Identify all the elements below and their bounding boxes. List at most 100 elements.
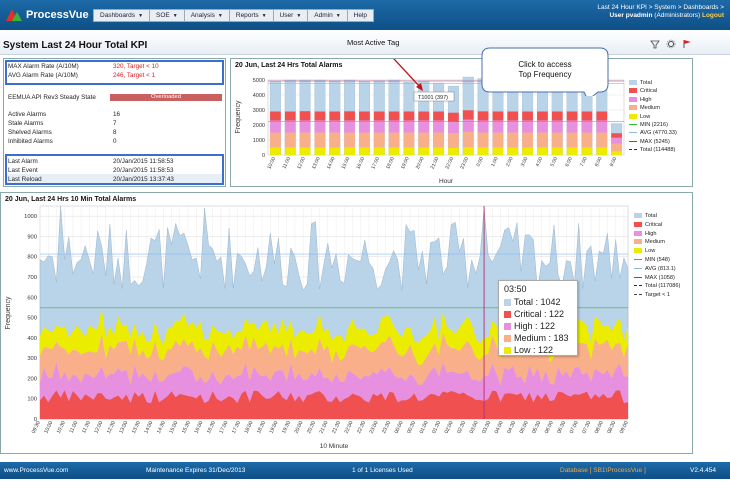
legend-item[interactable]: Critical	[629, 88, 657, 94]
top-frequency-callout[interactable]	[480, 46, 610, 96]
area-critical[interactable]	[40, 390, 628, 419]
bar-high[interactable]	[581, 120, 593, 133]
bar-low[interactable]	[403, 147, 415, 156]
bar-low[interactable]	[477, 147, 489, 156]
bar-low[interactable]	[566, 147, 578, 156]
nav-soe[interactable]: SOE ▼	[150, 10, 185, 21]
bar-medium[interactable]	[507, 132, 519, 148]
bar-low[interactable]	[507, 147, 519, 156]
bar-high[interactable]	[522, 120, 533, 133]
bar-medium[interactable]	[299, 132, 311, 148]
bar-critical[interactable]	[611, 133, 622, 138]
bar-critical[interactable]	[581, 111, 593, 121]
bar-low[interactable]	[522, 147, 533, 156]
bar-critical[interactable]	[270, 111, 281, 121]
bar-medium[interactable]	[522, 132, 533, 148]
bar-high[interactable]	[344, 120, 355, 133]
bar-medium[interactable]	[270, 132, 281, 148]
bar-critical[interactable]	[433, 111, 444, 121]
bar-medium[interactable]	[611, 143, 622, 152]
legend-item[interactable]: MIN (548)	[634, 257, 670, 263]
bar-critical[interactable]	[522, 111, 533, 121]
bar-high[interactable]	[388, 120, 400, 133]
bar-high[interactable]	[270, 120, 281, 133]
bar-medium[interactable]	[344, 132, 355, 148]
bar-low[interactable]	[462, 147, 474, 155]
bar-high[interactable]	[596, 120, 608, 133]
bar-critical[interactable]	[551, 111, 563, 121]
bar-medium[interactable]	[403, 132, 415, 148]
legend-item[interactable]: MAX (5245)	[629, 139, 670, 145]
bar-medium[interactable]	[373, 132, 385, 148]
legend-item[interactable]: Medium	[634, 239, 665, 245]
bar-high[interactable]	[566, 120, 578, 133]
bar-critical[interactable]	[566, 111, 578, 121]
bar-critical[interactable]	[462, 110, 474, 120]
bar-critical[interactable]	[403, 111, 415, 121]
area-medium[interactable]	[40, 332, 628, 386]
bar-low[interactable]	[284, 147, 296, 156]
bar-critical[interactable]	[507, 111, 519, 121]
bar-medium[interactable]	[314, 132, 326, 148]
bar-medium[interactable]	[448, 133, 459, 148]
legend-item[interactable]: MIN (2216)	[629, 122, 668, 128]
flag-icon[interactable]	[682, 39, 692, 49]
bar-high[interactable]	[284, 120, 296, 133]
bar-low[interactable]	[388, 147, 400, 156]
nav-reports[interactable]: Reports ▼	[230, 10, 274, 21]
nav-analysis[interactable]: Analysis ▼	[185, 10, 230, 21]
bar-critical[interactable]	[448, 112, 459, 122]
legend-item[interactable]: Total (117086)	[634, 283, 680, 289]
bar-low[interactable]	[270, 147, 281, 156]
bar-low[interactable]	[581, 147, 593, 156]
bar-high[interactable]	[611, 137, 622, 144]
bar-low[interactable]	[596, 147, 608, 156]
bar-critical[interactable]	[388, 111, 400, 121]
bar-critical[interactable]	[314, 111, 326, 121]
bar-high[interactable]	[448, 121, 459, 134]
legend-item[interactable]: Total	[634, 213, 657, 219]
logout-link[interactable]: Logout	[701, 12, 724, 19]
legend-item[interactable]: AVG (813.1)	[634, 266, 676, 272]
bar-medium[interactable]	[551, 132, 563, 148]
settings-icon[interactable]	[666, 39, 676, 49]
legend-item[interactable]: Low	[634, 248, 655, 254]
filter-icon[interactable]	[650, 39, 660, 49]
bar-low[interactable]	[299, 147, 311, 156]
nav-help[interactable]: Help	[348, 10, 373, 21]
bar-low[interactable]	[314, 147, 326, 156]
hourly-chart[interactable]: 0 1000 2000 3000 4000 5000 10:00 11:00 12:00 13:0…	[231, 59, 692, 186]
nav-admin[interactable]: Admin ▼	[308, 10, 348, 21]
bar-high[interactable]	[477, 120, 489, 133]
bar-critical[interactable]	[299, 111, 311, 121]
bar-low[interactable]	[418, 147, 430, 156]
bar-critical[interactable]	[477, 111, 489, 121]
area-low[interactable]	[40, 308, 628, 366]
nav-user[interactable]: User ▼	[274, 10, 309, 21]
bar-low[interactable]	[329, 147, 341, 156]
bar-medium[interactable]	[462, 131, 474, 148]
bar-high[interactable]	[359, 120, 370, 133]
bar-critical[interactable]	[537, 111, 548, 121]
legend-item[interactable]: High	[634, 231, 657, 237]
bar-critical[interactable]	[344, 111, 355, 121]
bar-medium[interactable]	[477, 132, 489, 148]
bar-high[interactable]	[507, 120, 519, 133]
bar-medium[interactable]	[596, 132, 608, 148]
legend-item[interactable]: MAX (1058)	[634, 275, 675, 281]
bar-critical[interactable]	[373, 111, 385, 121]
bar-high[interactable]	[418, 120, 430, 133]
bar-high[interactable]	[329, 120, 341, 133]
bar-high[interactable]	[462, 119, 474, 132]
legend-item[interactable]: Target < 1	[634, 292, 670, 298]
legend-item[interactable]: AVG (4770.33)	[629, 130, 677, 136]
bar-low[interactable]	[373, 147, 385, 156]
bar-medium[interactable]	[329, 132, 341, 148]
legend-item[interactable]: Total	[629, 80, 652, 86]
legend-item[interactable]: Critical	[634, 222, 662, 228]
bar-low[interactable]	[448, 147, 459, 155]
bar-medium[interactable]	[388, 132, 400, 148]
bar-critical[interactable]	[418, 111, 430, 121]
legend-item[interactable]: Low	[629, 114, 650, 120]
